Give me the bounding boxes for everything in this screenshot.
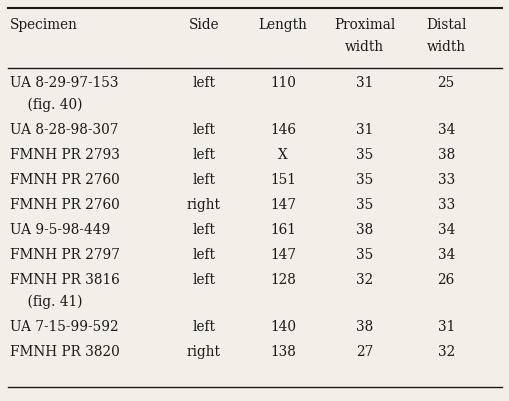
Text: 32: 32 [437, 345, 454, 359]
Text: 32: 32 [355, 273, 373, 287]
Text: 33: 33 [437, 173, 454, 187]
Text: left: left [192, 173, 215, 187]
Text: 146: 146 [270, 123, 295, 137]
Text: 140: 140 [270, 320, 295, 334]
Text: (fig. 40): (fig. 40) [10, 98, 82, 112]
Text: FMNH PR 3820: FMNH PR 3820 [10, 345, 120, 359]
Text: UA 8-28-98-307: UA 8-28-98-307 [10, 123, 119, 137]
Text: 35: 35 [355, 173, 373, 187]
Text: FMNH PR 2760: FMNH PR 2760 [10, 173, 120, 187]
Text: FMNH PR 2797: FMNH PR 2797 [10, 248, 120, 262]
Text: 35: 35 [355, 148, 373, 162]
Text: 31: 31 [355, 76, 373, 90]
Text: left: left [192, 123, 215, 137]
Text: 138: 138 [270, 345, 295, 359]
Text: 38: 38 [355, 223, 373, 237]
Text: 27: 27 [355, 345, 373, 359]
Text: left: left [192, 273, 215, 287]
Text: 147: 147 [270, 248, 295, 262]
Text: right: right [187, 345, 220, 359]
Text: FMNH PR 3816: FMNH PR 3816 [10, 273, 120, 287]
Text: 33: 33 [437, 198, 454, 212]
Text: 151: 151 [270, 173, 295, 187]
Text: 161: 161 [270, 223, 295, 237]
Text: FMNH PR 2793: FMNH PR 2793 [10, 148, 120, 162]
Text: left: left [192, 248, 215, 262]
Text: X: X [277, 148, 288, 162]
Text: 128: 128 [270, 273, 295, 287]
Text: Distal: Distal [425, 18, 466, 32]
Text: right: right [187, 198, 220, 212]
Text: 34: 34 [437, 123, 454, 137]
Text: UA 9-5-98-449: UA 9-5-98-449 [10, 223, 110, 237]
Text: 31: 31 [355, 123, 373, 137]
Text: Side: Side [188, 18, 219, 32]
Text: Proximal: Proximal [333, 18, 394, 32]
Text: 34: 34 [437, 248, 454, 262]
Text: width: width [426, 40, 465, 54]
Text: left: left [192, 76, 215, 90]
Text: left: left [192, 148, 215, 162]
Text: 26: 26 [437, 273, 454, 287]
Text: 110: 110 [270, 76, 295, 90]
Text: left: left [192, 223, 215, 237]
Text: left: left [192, 320, 215, 334]
Text: 31: 31 [437, 320, 454, 334]
Text: 35: 35 [355, 198, 373, 212]
Text: 38: 38 [437, 148, 454, 162]
Text: 147: 147 [270, 198, 295, 212]
Text: 34: 34 [437, 223, 454, 237]
Text: 38: 38 [355, 320, 373, 334]
Text: Length: Length [258, 18, 307, 32]
Text: (fig. 41): (fig. 41) [10, 295, 82, 309]
Text: Specimen: Specimen [10, 18, 78, 32]
Text: UA 7-15-99-592: UA 7-15-99-592 [10, 320, 119, 334]
Text: 35: 35 [355, 248, 373, 262]
Text: UA 8-29-97-153: UA 8-29-97-153 [10, 76, 119, 90]
Text: width: width [345, 40, 383, 54]
Text: FMNH PR 2760: FMNH PR 2760 [10, 198, 120, 212]
Text: 25: 25 [437, 76, 454, 90]
